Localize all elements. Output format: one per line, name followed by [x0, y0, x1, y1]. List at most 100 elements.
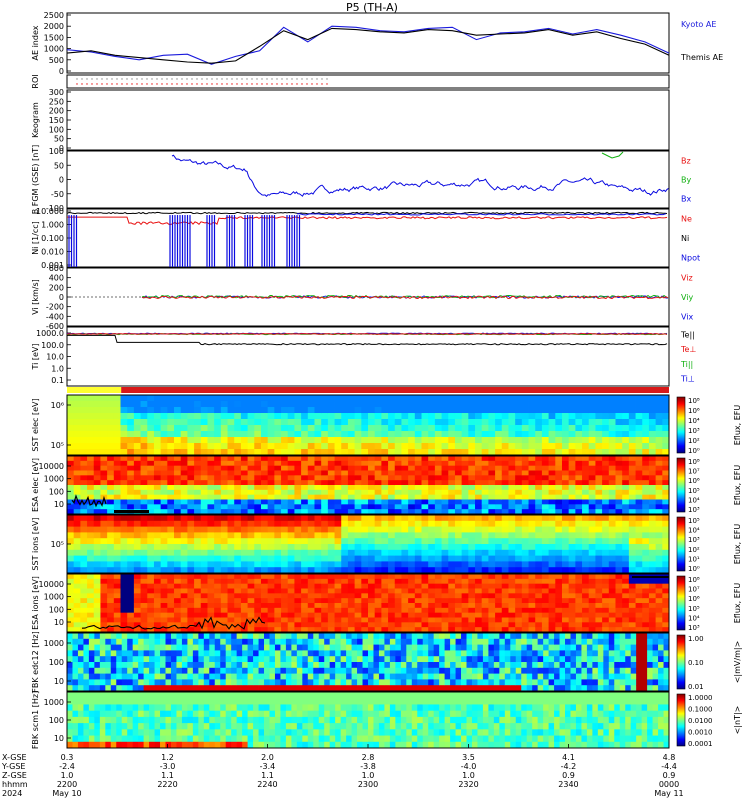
spectrogram-cell	[247, 685, 254, 692]
spectrogram-cell	[324, 679, 331, 686]
spectrogram-cell	[454, 494, 463, 500]
spectrogram-cell	[133, 574, 141, 580]
spectrogram-cell	[374, 520, 382, 527]
spectrogram-cell	[180, 465, 188, 471]
spectrogram-cell	[428, 633, 435, 640]
spectrogram-cell	[153, 475, 162, 481]
spectrogram-cell	[167, 567, 175, 574]
spectrogram-cell	[93, 407, 101, 414]
spectrogram-cell	[521, 499, 529, 505]
spectrogram-cell	[73, 413, 81, 420]
spectrogram-cell	[454, 578, 463, 585]
spectrogram-cell	[294, 593, 302, 599]
spectrogram-cell	[595, 617, 603, 623]
spectrogram-cell	[147, 588, 155, 594]
spectrogram-cell	[73, 485, 81, 491]
spectrogram-cell	[107, 437, 115, 444]
spectrogram-cell	[174, 494, 182, 500]
spectrogram-cell	[254, 588, 262, 594]
spectrogram-cell	[73, 470, 81, 476]
spectrogram-cell	[555, 622, 563, 628]
spectrogram-cell	[287, 443, 295, 450]
spectrogram-cell	[143, 638, 150, 645]
spectrogram-cell	[635, 532, 643, 539]
spectrogram-cell	[400, 662, 407, 669]
spectrogram-cell	[258, 673, 265, 680]
spectrogram-cell	[439, 679, 446, 686]
colorbar-esa_i	[676, 575, 686, 631]
spectrogram-cell	[408, 470, 416, 476]
spectrogram-cell	[174, 532, 182, 539]
spectrogram-cell	[555, 588, 563, 594]
spectrogram-cell	[254, 622, 262, 628]
spectrogram-cell	[488, 515, 496, 522]
spectrogram-cell	[147, 407, 155, 414]
spectrogram-cell	[107, 504, 115, 510]
spectrogram-cell	[521, 526, 529, 533]
spectrogram-cell	[220, 437, 228, 444]
spectrogram-cell	[67, 532, 75, 539]
spectrogram-cell	[428, 494, 436, 500]
spectrogram-cell	[394, 395, 402, 402]
spectrogram-cell	[582, 593, 590, 599]
spectrogram-cell	[294, 549, 302, 556]
spectrogram-cell	[334, 494, 342, 500]
spectrogram-cell	[174, 627, 182, 633]
spectrogram-cell	[113, 603, 121, 609]
spectrogram-cell	[555, 567, 563, 574]
spectrogram-cell	[120, 425, 128, 432]
spectrogram-cell	[294, 617, 302, 623]
spectrogram-cell	[105, 662, 112, 669]
spectrogram-cell	[180, 395, 188, 402]
spectrogram-cell	[93, 425, 101, 432]
spectrogram-cell	[198, 656, 205, 663]
spectrogram-cell	[72, 673, 79, 680]
spectrogram-cell	[602, 578, 610, 585]
spectrogram-cell	[254, 494, 262, 500]
spectrogram-cell	[662, 567, 670, 574]
spectrogram-cell	[595, 607, 603, 614]
spectrogram-cell	[461, 460, 469, 467]
spectrogram-cell	[140, 555, 148, 562]
spectrogram-cell	[608, 485, 616, 491]
spectrogram-cell	[414, 622, 422, 628]
spectrogram-cell	[140, 443, 148, 450]
spectrogram-cell	[107, 395, 115, 402]
spectrogram-cell	[242, 662, 248, 669]
spectrogram-cell	[73, 603, 81, 609]
spectrogram-cell	[541, 449, 549, 456]
spectrogram-cell	[448, 520, 456, 527]
spectrogram-cell	[394, 425, 402, 432]
spectrogram-cell	[93, 612, 101, 618]
spectrogram-cell	[508, 538, 516, 545]
spectrogram-cell	[120, 622, 128, 628]
spectrogram-cell	[153, 480, 162, 486]
spectrogram-cell	[274, 633, 281, 640]
spectrogram-cell	[608, 489, 616, 496]
y-tick-label: 0	[59, 144, 64, 153]
spectrogram-cell	[116, 656, 123, 663]
spectrogram-cell	[568, 598, 576, 604]
spectrogram-cell	[475, 489, 483, 496]
spectrogram-cell	[341, 437, 349, 444]
spectrogram-cell	[441, 494, 449, 500]
spectrogram-cell	[381, 520, 389, 527]
spectrogram-cell	[481, 407, 489, 414]
spectrogram-cell	[174, 460, 182, 467]
spectrogram-cell	[655, 470, 663, 476]
spectrogram-cell	[568, 532, 576, 539]
spectrogram-cell	[568, 515, 576, 522]
spectrogram-cell	[381, 460, 389, 467]
spectrogram-cell	[307, 401, 315, 408]
spectrogram-cell	[548, 401, 556, 408]
spectrogram-cell	[622, 555, 630, 562]
spectrogram-cell	[113, 532, 121, 539]
spectrogram-cell	[568, 413, 576, 420]
spectrogram-cell	[267, 598, 275, 604]
spectrogram-cell	[234, 460, 242, 467]
spectrogram-cell	[287, 532, 295, 539]
spectrogram-cell	[291, 656, 298, 663]
spectrogram-cell	[495, 515, 503, 522]
ni-line	[66, 211, 668, 215]
spectrogram-cell	[160, 627, 168, 633]
